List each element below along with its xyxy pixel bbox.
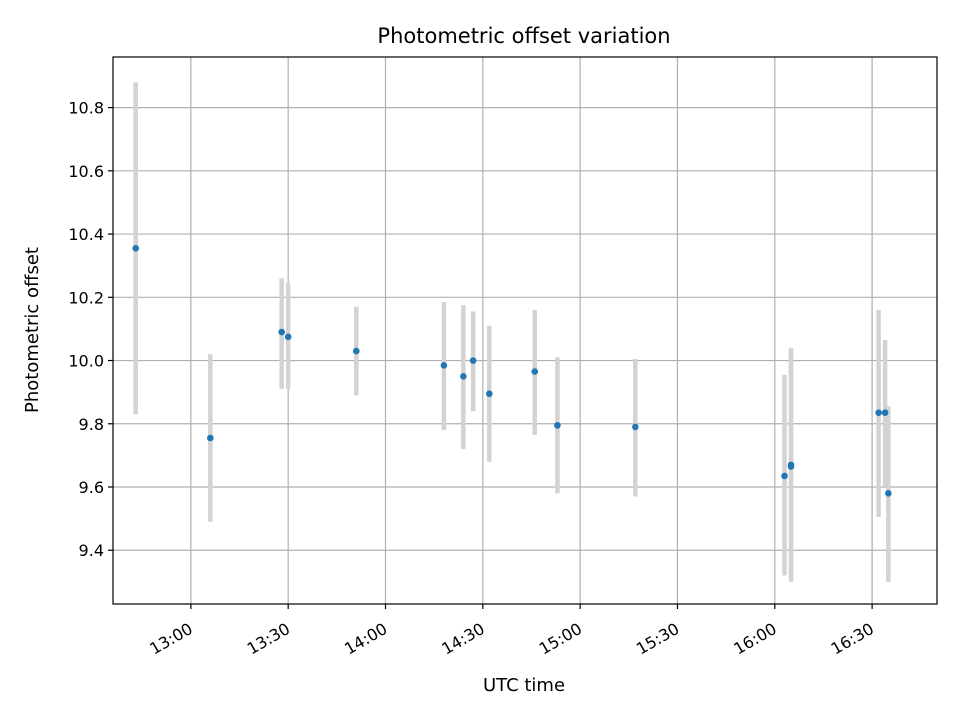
chart-title: Photometric offset variation bbox=[377, 24, 670, 48]
data-point bbox=[278, 328, 285, 336]
data-point bbox=[787, 461, 795, 469]
data-point bbox=[781, 472, 788, 480]
x-axis-label: UTC time bbox=[483, 675, 565, 696]
y-tick-label: 9.8 bbox=[79, 415, 104, 434]
data-point bbox=[486, 390, 493, 398]
y-tick-label: 10.4 bbox=[68, 225, 104, 244]
data-point bbox=[554, 422, 561, 429]
data-point bbox=[207, 434, 214, 442]
data-points bbox=[132, 244, 892, 497]
y-tick-label: 10.6 bbox=[68, 162, 104, 181]
y-axis-label: Photometric offset bbox=[22, 247, 43, 413]
data-point bbox=[353, 347, 360, 355]
data-point bbox=[881, 409, 889, 417]
data-point bbox=[631, 423, 639, 431]
y-tick-label: 9.6 bbox=[79, 478, 104, 497]
data-point bbox=[885, 490, 892, 497]
y-tick-label: 10.2 bbox=[68, 288, 104, 307]
y-tick-label: 10.0 bbox=[68, 352, 104, 371]
grid bbox=[113, 57, 937, 604]
data-point bbox=[469, 357, 477, 364]
plot-frame bbox=[112, 56, 938, 605]
data-point bbox=[132, 244, 140, 252]
data-point bbox=[875, 409, 882, 417]
data-point bbox=[531, 368, 539, 375]
data-point bbox=[460, 373, 467, 380]
y-tick-label: 10.8 bbox=[68, 99, 104, 118]
data-point bbox=[440, 361, 448, 369]
data-point bbox=[284, 333, 292, 341]
y-tick-label: 9.4 bbox=[79, 541, 104, 560]
